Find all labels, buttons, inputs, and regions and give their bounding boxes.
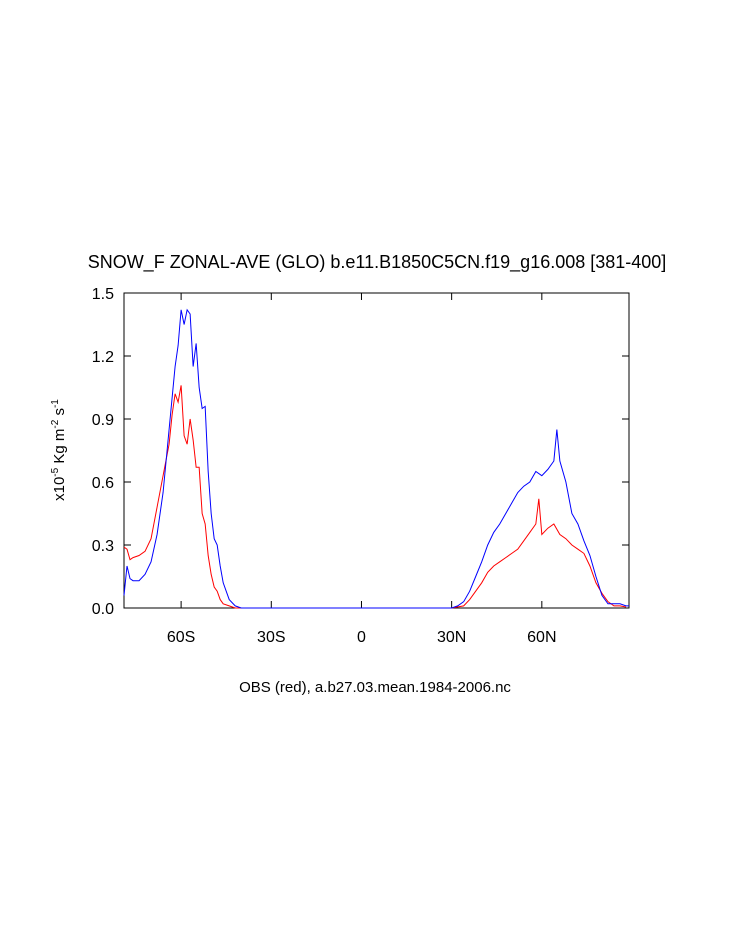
plot-frame — [123, 292, 630, 609]
y-axis-label-superscript: -5 — [50, 467, 61, 476]
y-axis-label-part: s — [51, 408, 68, 420]
y-tick-label: 0.9 — [92, 412, 114, 429]
chart-title: SNOW_F ZONAL-AVE (GLO) b.e11.B1850C5CN.f… — [88, 252, 667, 273]
y-axis-label-part: x10 — [51, 477, 68, 501]
x-axis-label: OBS (red), a.b27.03.mean.1984-2006.nc — [239, 679, 511, 696]
data-line — [123, 385, 627, 609]
y-tick-label: 1.2 — [92, 349, 114, 366]
x-tick-label: 0 — [357, 629, 366, 646]
y-tick-label: 0.6 — [92, 475, 114, 492]
data-line — [123, 308, 629, 609]
x-tick-label: 30N — [437, 629, 466, 646]
y-tick-label: 0.3 — [92, 538, 114, 555]
y-axis-label-part: Kg m — [51, 429, 68, 468]
y-axis-label-superscript: -1 — [50, 399, 61, 408]
x-tick-label: 30S — [257, 629, 285, 646]
x-tick-label: 60S — [167, 629, 195, 646]
y-axis-label-superscript: -2 — [50, 419, 61, 428]
y-axis-label: x10-5 Kg m-2 s-1 — [50, 399, 68, 501]
y-tick-label: 0.0 — [92, 601, 114, 618]
y-tick-label: 1.5 — [92, 286, 114, 303]
x-tick-label: 60N — [527, 629, 556, 646]
